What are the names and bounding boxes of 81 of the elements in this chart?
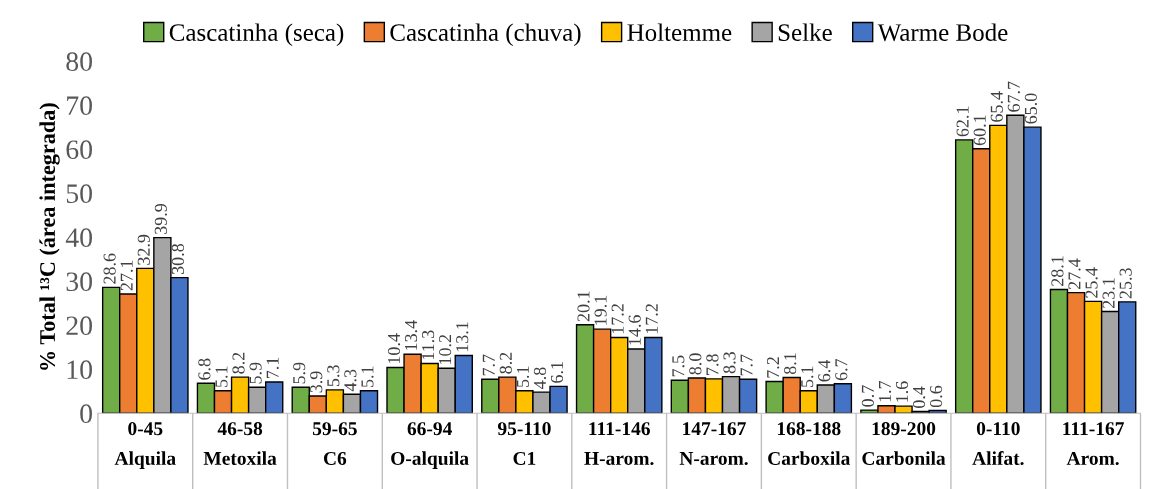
data-label: 65.4 [990, 91, 1003, 122]
y-tick-label: 20 [66, 316, 92, 336]
data-label: 8.1 [784, 353, 797, 375]
y-tick-label: 70 [67, 96, 92, 116]
data-label: 7.8 [706, 354, 719, 375]
data-label: 28.6 [103, 253, 116, 284]
data-label: 7.5 [672, 355, 685, 377]
data-label: 1.6 [895, 381, 909, 402]
x-tick-label: 46-58 Metoxila [203, 422, 277, 465]
data-label: 5.1 [215, 366, 228, 387]
data-label: 17.2 [611, 304, 624, 334]
data-label: 27.4 [1068, 258, 1081, 290]
data-label: 10.2 [439, 334, 452, 364]
x-tick-label: 111-167 Arom. [1063, 422, 1124, 466]
data-label: 6.1 [550, 362, 564, 383]
x-tick-label: 59-65 C6 [312, 422, 357, 465]
data-label: 10.4 [387, 333, 401, 364]
data-label: 27.1 [120, 260, 133, 291]
data-label: 13.4 [404, 320, 418, 350]
data-label: 0.4 [912, 386, 926, 408]
data-label: 28.1 [1051, 256, 1064, 286]
data-label: 1.7 [878, 380, 892, 402]
data-label: 23.1 [1102, 278, 1115, 308]
y-tick-label: 30 [66, 272, 92, 292]
data-label: 17.2 [645, 304, 658, 334]
y-tick-label: 60 [66, 140, 92, 160]
data-label: 25.3 [1119, 268, 1132, 299]
data-label: 6.7 [835, 358, 848, 381]
x-tick-label: 66-94 O-alquila [391, 422, 469, 469]
y-tick-label: 50 [66, 184, 92, 204]
legend-label: Warme Bode [877, 23, 1008, 42]
data-label: 39.9 [154, 203, 167, 234]
x-tick-label: 147-167 N-arom. [679, 422, 748, 466]
y-tick-label: 0 [80, 404, 92, 424]
y-tick-label: 80 [66, 52, 92, 72]
data-label: 30.8 [171, 243, 185, 275]
data-label: 6.4 [818, 359, 831, 382]
x-tick-label: 111-146 H-arom. [584, 422, 654, 466]
data-label: 4.8 [533, 367, 547, 389]
legend-label: Cascatinha (chuva) [390, 23, 581, 47]
y-tick-label: 40 [65, 228, 92, 248]
data-label: 5.9 [293, 362, 306, 384]
data-label: 5.1 [516, 366, 530, 387]
data-label: 14.6 [628, 315, 641, 345]
data-label: 32.9 [137, 234, 150, 265]
data-label: 7.2 [767, 357, 780, 378]
x-tick-label: 95-110 C1 [497, 422, 551, 465]
data-label: 67.7 [1007, 81, 1020, 112]
legend-label: Selke [778, 23, 832, 41]
data-label: 8.3 [723, 352, 736, 374]
data-label: 7.7 [482, 354, 495, 376]
data-label: 8.2 [232, 352, 245, 374]
data-label: 25.4 [1085, 267, 1098, 298]
data-label: 7.7 [740, 354, 753, 376]
x-tick-label: 0-110 Alifat. [972, 422, 1024, 466]
data-label: 5.3 [327, 365, 340, 387]
y-axis-title: % Total ¹³C (área integrada) [39, 103, 60, 370]
data-label: 6.8 [198, 358, 211, 380]
data-label: 8.2 [499, 352, 512, 374]
data-label: 5.1 [361, 366, 374, 387]
data-label: 62.1 [956, 106, 969, 137]
data-label: 60.1 [973, 115, 986, 146]
data-label: 4.3 [344, 369, 357, 392]
data-label: 7.1 [266, 357, 279, 378]
data-label: 13.1 [456, 322, 469, 352]
data-label: 11.3 [422, 330, 435, 360]
x-tick-label: 168-188 Carboxila [768, 422, 851, 465]
data-label: 19.1 [594, 295, 607, 325]
x-tick-label: 0-45 Alquila [114, 422, 176, 469]
data-label: 20.1 [577, 291, 590, 322]
data-label: 5.9 [249, 362, 262, 384]
x-tick-label: 189-200 Carbonila [862, 422, 946, 465]
data-label: 3.9 [310, 371, 323, 393]
y-tick-label: 10 [67, 360, 92, 380]
legend-label: Cascatinha (seca) [169, 23, 344, 47]
legend-label: Holtemme [627, 23, 732, 41]
data-label: 0.6 [929, 385, 943, 408]
data-label: 0.7 [861, 385, 875, 407]
data-label: 5.1 [801, 366, 814, 387]
data-label: 8.0 [689, 353, 702, 375]
data-label: 65.0 [1024, 93, 1038, 124]
